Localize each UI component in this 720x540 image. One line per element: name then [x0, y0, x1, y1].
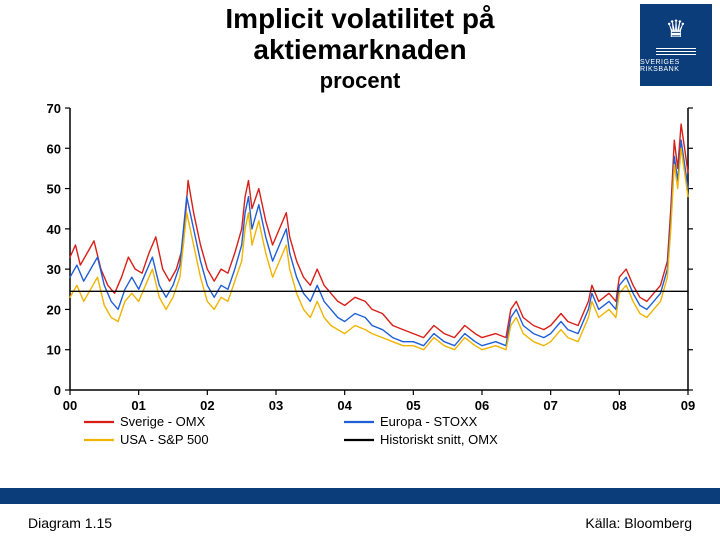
- svg-text:30: 30: [47, 262, 61, 277]
- logo-decoration: [656, 46, 696, 57]
- riksbank-logo: ♛ SVERIGES RIKSBANK: [640, 4, 712, 86]
- svg-text:Historiskt snitt, OMX: Historiskt snitt, OMX: [380, 432, 498, 447]
- svg-text:04: 04: [337, 398, 352, 413]
- svg-text:Sverige - OMX: Sverige - OMX: [120, 414, 206, 429]
- logo-text: SVERIGES RIKSBANK: [640, 59, 712, 73]
- svg-text:40: 40: [47, 221, 61, 236]
- svg-text:07: 07: [543, 398, 557, 413]
- title-block: Implicit volatilitet påaktiemarknaden pr…: [0, 4, 640, 94]
- diagram-number: Diagram 1.15: [28, 515, 112, 531]
- svg-text:02: 02: [200, 398, 214, 413]
- svg-text:0: 0: [54, 383, 61, 398]
- line-chart: 0 10 20 30 40 50 60 70 00 01 02 03 04 05 06 07 08 09 Sveri…: [20, 100, 700, 470]
- svg-text:70: 70: [47, 101, 61, 116]
- chart-area: 0 10 20 30 40 50 60 70 00 01 02 03 04 05 06 07 08 09 Sveri…: [20, 100, 700, 470]
- svg-text:20: 20: [47, 302, 61, 317]
- svg-text:01: 01: [131, 398, 145, 413]
- svg-text:00: 00: [63, 398, 77, 413]
- svg-text:10: 10: [47, 342, 61, 357]
- svg-text:USA - S&P 500: USA - S&P 500: [120, 432, 209, 447]
- svg-text:50: 50: [47, 181, 61, 196]
- chart-title: Implicit volatilitet påaktiemarknaden: [80, 4, 640, 66]
- svg-text:08: 08: [612, 398, 626, 413]
- footer: Diagram 1.15 Källa: Bloomberg: [0, 506, 720, 540]
- svg-text:60: 60: [47, 141, 61, 156]
- svg-text:Europa - STOXX: Europa - STOXX: [380, 414, 478, 429]
- svg-text:03: 03: [269, 398, 283, 413]
- svg-text:09: 09: [681, 398, 695, 413]
- svg-text:06: 06: [475, 398, 489, 413]
- svg-text:05: 05: [406, 398, 420, 413]
- source-label: Källa: Bloomberg: [585, 515, 692, 531]
- chart-subtitle: procent: [80, 68, 640, 94]
- accent-bar: [0, 488, 720, 504]
- crown-icon: ♛: [665, 18, 687, 42]
- header: Implicit volatilitet påaktiemarknaden pr…: [0, 0, 720, 94]
